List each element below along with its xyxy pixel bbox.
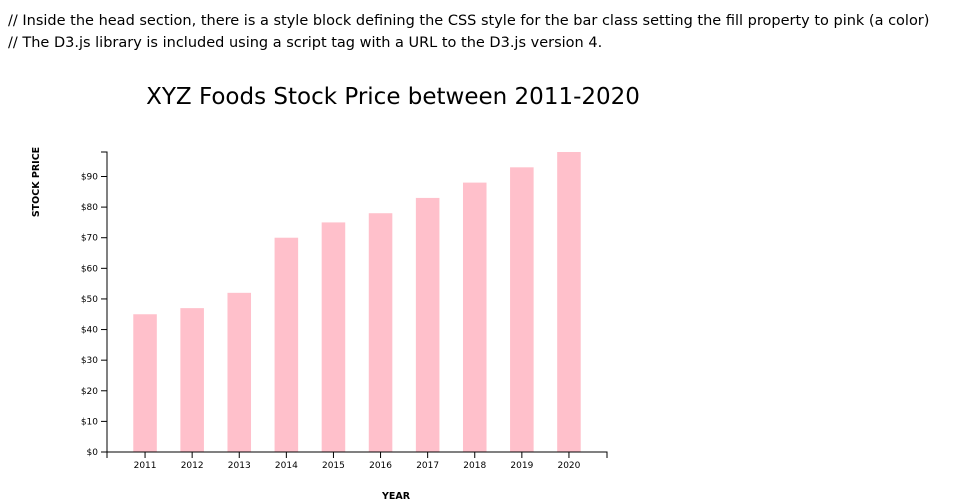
bar-2012 xyxy=(180,308,204,452)
y-tick-label: $30 xyxy=(81,356,98,366)
x-tick-label-2020: 2020 xyxy=(557,461,580,471)
x-tick-label-2017: 2017 xyxy=(416,461,439,471)
y-axis-title: STOCK PRICE xyxy=(31,147,42,217)
y-axis: $0 $10 $20 $30 $40 $50 $60 $70 $80 $90 xyxy=(81,151,108,458)
y-tick-label: $50 xyxy=(81,295,98,305)
y-tick-label: $80 xyxy=(81,203,98,213)
bar-2013 xyxy=(227,292,252,452)
x-tick-label-2019: 2019 xyxy=(510,461,533,471)
y-tick-label: $40 xyxy=(81,326,98,336)
x-axis-title: YEAR xyxy=(381,491,411,500)
x-tick-label-2014: 2014 xyxy=(275,461,298,471)
x-tick-label-2015: 2015 xyxy=(322,461,345,471)
x-axis: 2011 2012 2013 2014 2015 2016 2017 2018 2019 2020 xyxy=(106,451,608,471)
chart-title: XYZ Foods Stock Price between 2011-2020 xyxy=(146,84,640,110)
code-comments: // Inside the head section, there is a s… xyxy=(8,10,929,54)
x-tick-label-2018: 2018 xyxy=(463,461,486,471)
bar-2016 xyxy=(368,213,393,452)
x-tick-label-2012: 2012 xyxy=(181,461,204,471)
y-tick-label: $90 xyxy=(81,172,98,182)
y-tick-label: $60 xyxy=(81,264,98,274)
y-tick-label: $10 xyxy=(81,417,98,427)
y-tick-label: $70 xyxy=(81,234,98,244)
bar-2020 xyxy=(557,152,581,452)
bar-2019 xyxy=(510,167,534,452)
bar-2017 xyxy=(415,197,440,452)
comment-line-1: // Inside the head section, there is a s… xyxy=(8,13,930,29)
bar-2015 xyxy=(321,222,346,452)
y-tick-label: $0 xyxy=(87,448,99,458)
x-tick-label-2013: 2013 xyxy=(228,461,251,471)
x-axis-line xyxy=(106,451,608,458)
y-axis-line xyxy=(101,151,108,453)
bars-group xyxy=(133,152,581,452)
comment-line-2: // The D3.js library is included using a… xyxy=(8,35,603,51)
bar-2014 xyxy=(274,237,299,452)
x-tick-label-2016: 2016 xyxy=(369,461,392,471)
y-tick-label: $20 xyxy=(81,387,98,397)
bar-2018 xyxy=(462,182,487,452)
bar-2011 xyxy=(133,314,157,452)
x-tick-label-2011: 2011 xyxy=(134,461,157,471)
